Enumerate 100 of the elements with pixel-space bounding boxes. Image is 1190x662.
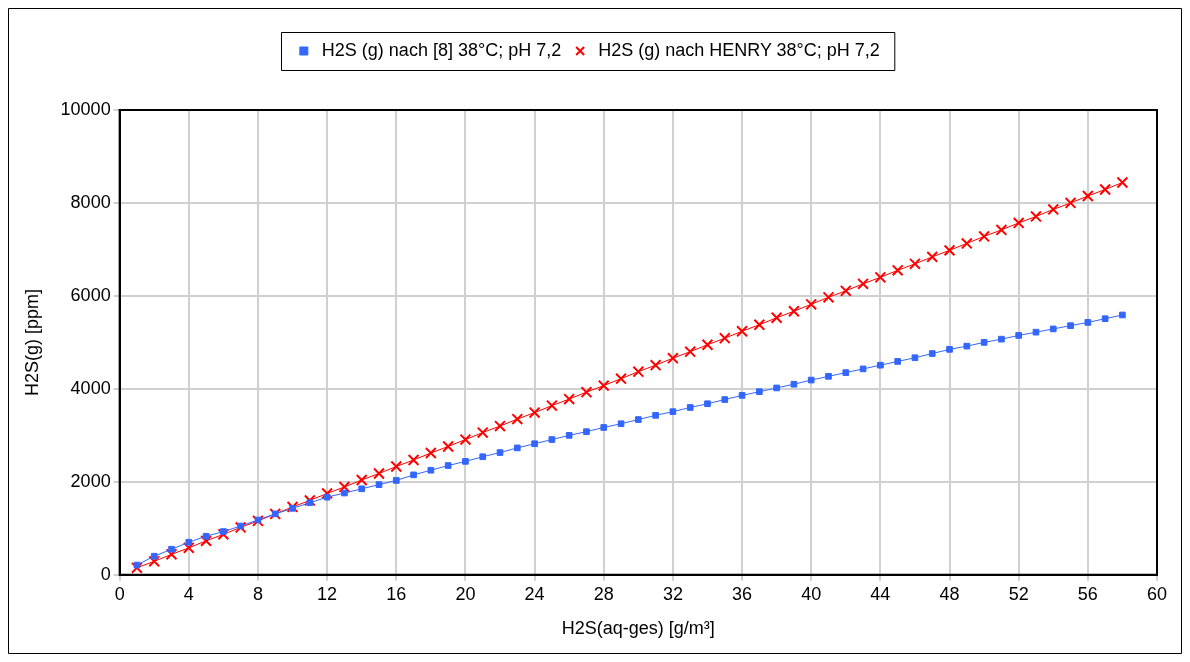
point bbox=[946, 346, 953, 353]
point bbox=[943, 244, 956, 257]
point bbox=[684, 345, 697, 358]
legend-label: H2S (g) nach HENRY 38°C; pH 7,2 bbox=[598, 39, 880, 60]
point bbox=[375, 481, 383, 488]
x-tick-label: 44 bbox=[870, 583, 891, 604]
point bbox=[133, 561, 141, 569]
y-tick-label: 0 bbox=[100, 563, 111, 584]
x-tick-label: 20 bbox=[455, 583, 476, 604]
point bbox=[1119, 311, 1126, 319]
y-tick-label: 4000 bbox=[70, 377, 111, 398]
point bbox=[805, 298, 818, 311]
point bbox=[632, 365, 645, 378]
point bbox=[1030, 210, 1042, 223]
point bbox=[822, 291, 835, 304]
y-tick-label: 8000 bbox=[70, 191, 111, 212]
point bbox=[407, 454, 420, 466]
point bbox=[721, 396, 729, 403]
point bbox=[1064, 197, 1077, 209]
point bbox=[1049, 325, 1057, 333]
x-tick-label: 36 bbox=[732, 583, 753, 604]
point bbox=[528, 406, 541, 419]
point bbox=[427, 466, 435, 474]
point bbox=[718, 332, 731, 345]
point bbox=[496, 449, 504, 456]
point bbox=[842, 369, 850, 376]
point bbox=[597, 379, 610, 392]
y-tick-label: 2000 bbox=[70, 470, 111, 491]
point bbox=[494, 420, 506, 433]
point bbox=[511, 413, 524, 426]
point bbox=[701, 338, 714, 351]
legend-label: H2S (g) nach [8] 38°C; pH 7,2 bbox=[321, 39, 562, 60]
point bbox=[1015, 332, 1023, 339]
point bbox=[548, 436, 556, 443]
point bbox=[600, 424, 608, 431]
point bbox=[513, 444, 521, 452]
point bbox=[825, 373, 832, 380]
point bbox=[963, 342, 971, 350]
point bbox=[859, 365, 867, 373]
point bbox=[1116, 176, 1129, 189]
point bbox=[773, 384, 780, 392]
point bbox=[165, 548, 178, 561]
point bbox=[185, 538, 193, 546]
point bbox=[424, 447, 437, 459]
point bbox=[995, 223, 1008, 236]
y-tick-label: 6000 bbox=[70, 284, 111, 305]
point bbox=[130, 561, 143, 574]
point bbox=[1047, 203, 1060, 216]
point bbox=[790, 380, 798, 388]
point bbox=[926, 250, 939, 263]
point bbox=[928, 350, 936, 357]
point bbox=[877, 361, 884, 369]
point bbox=[392, 477, 400, 484]
point bbox=[373, 467, 385, 480]
point bbox=[753, 318, 766, 331]
point bbox=[410, 471, 417, 479]
point bbox=[617, 420, 625, 428]
point bbox=[303, 494, 316, 507]
point bbox=[669, 408, 677, 415]
point bbox=[476, 426, 489, 439]
point bbox=[736, 325, 749, 338]
point bbox=[756, 388, 763, 395]
x-tick-label: 28 bbox=[593, 583, 614, 604]
point bbox=[580, 386, 593, 399]
y-tick-label: 10000 bbox=[60, 98, 111, 119]
point bbox=[479, 453, 487, 461]
point bbox=[358, 485, 366, 493]
point bbox=[442, 440, 455, 453]
point bbox=[321, 487, 334, 500]
x-tick-label: 32 bbox=[662, 583, 683, 604]
point bbox=[911, 354, 919, 362]
point bbox=[168, 545, 175, 553]
point bbox=[635, 416, 642, 423]
point bbox=[545, 399, 558, 412]
point bbox=[355, 474, 368, 486]
point bbox=[217, 528, 230, 541]
x-tick-label: 16 bbox=[386, 583, 407, 604]
x-tick-label: 40 bbox=[801, 583, 822, 604]
point bbox=[980, 339, 988, 346]
point bbox=[978, 230, 991, 243]
point bbox=[1084, 319, 1092, 326]
point bbox=[234, 521, 247, 534]
point bbox=[237, 522, 245, 530]
point bbox=[338, 481, 351, 493]
point bbox=[960, 237, 973, 250]
point bbox=[200, 534, 213, 547]
point bbox=[998, 335, 1005, 343]
point bbox=[390, 460, 403, 473]
point bbox=[857, 277, 870, 290]
point bbox=[444, 462, 452, 469]
point bbox=[531, 440, 538, 448]
x-tick-label: 60 bbox=[1146, 583, 1168, 604]
x-tick-label: 56 bbox=[1077, 583, 1098, 604]
point bbox=[148, 555, 161, 568]
point bbox=[565, 432, 573, 439]
point bbox=[583, 428, 590, 435]
point bbox=[1101, 315, 1109, 323]
point bbox=[1099, 183, 1112, 196]
point bbox=[738, 392, 746, 399]
y-axis-title: H2S(g) [ppm] bbox=[21, 288, 42, 396]
